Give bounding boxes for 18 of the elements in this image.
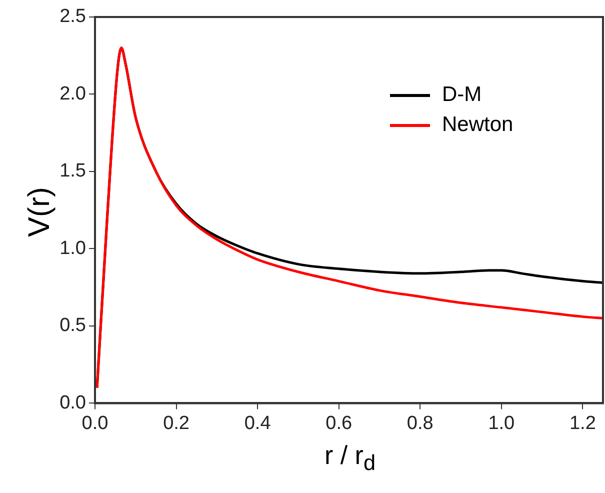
x-tick-label: 0.2 xyxy=(163,412,190,434)
y-tick-label: 1.0 xyxy=(60,238,86,259)
x-tick-label: 0.6 xyxy=(326,412,352,434)
legend-label: Newton xyxy=(442,113,514,137)
y-axis-title: V(r) xyxy=(23,186,57,239)
y-tick-label: 0.0 xyxy=(60,392,86,414)
x-tick-label: 1.2 xyxy=(569,412,596,434)
x-axis-title: r / r$_{d}$ xyxy=(323,440,377,476)
y-tick-label: 1.5 xyxy=(60,160,86,182)
y-tick-label: 0.5 xyxy=(60,315,86,336)
x-tick-label: 0.8 xyxy=(406,412,434,434)
legend-label: D-M xyxy=(442,83,482,107)
x-tick-label: 1.0 xyxy=(488,412,515,434)
y-tick-label: 2.5 xyxy=(60,6,86,28)
x-tick-label: 0.0 xyxy=(82,412,108,434)
y-tick-label: 2.0 xyxy=(60,83,86,104)
line-series xyxy=(96,46,603,389)
x-tick-label: 0.4 xyxy=(244,412,272,434)
